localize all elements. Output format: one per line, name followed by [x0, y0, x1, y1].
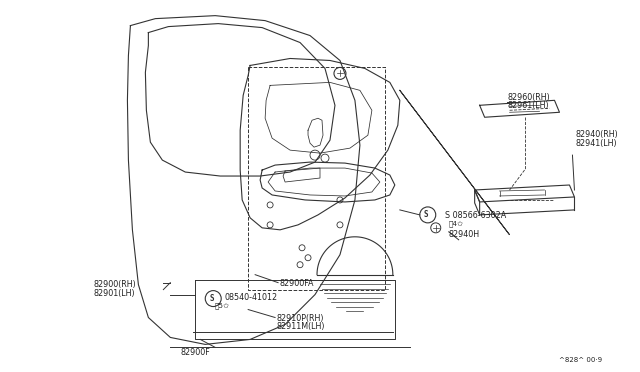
Text: 08540-41012: 08540-41012 — [224, 293, 277, 302]
Text: 82900FA: 82900FA — [279, 279, 314, 288]
Text: 82961(LH): 82961(LH) — [508, 101, 549, 110]
Text: 82940(RH): 82940(RH) — [575, 130, 618, 139]
Text: 82900F: 82900F — [180, 349, 210, 357]
Text: ✨4✩: ✨4✩ — [449, 220, 464, 227]
Text: ✨5✩: ✨5✩ — [214, 302, 229, 310]
Text: 82900(RH): 82900(RH) — [93, 280, 136, 289]
Text: S 08566-6302A: S 08566-6302A — [445, 211, 506, 220]
Text: 82941(LH): 82941(LH) — [575, 139, 617, 148]
Text: 82901(LH): 82901(LH) — [93, 289, 135, 298]
Text: ^828^ 00·9: ^828^ 00·9 — [559, 357, 603, 363]
Text: 82940H: 82940H — [449, 230, 480, 239]
Text: S: S — [424, 211, 428, 219]
Text: 82960(RH): 82960(RH) — [508, 93, 550, 102]
Text: 82911M(LH): 82911M(LH) — [276, 323, 324, 331]
Text: 82910P(RH): 82910P(RH) — [276, 314, 324, 323]
Text: S: S — [209, 294, 214, 303]
